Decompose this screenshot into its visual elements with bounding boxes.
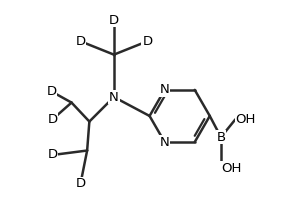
Text: D: D: [75, 35, 86, 48]
Text: D: D: [46, 85, 56, 98]
Text: N: N: [109, 91, 119, 103]
Text: N: N: [160, 136, 170, 149]
Text: D: D: [75, 178, 86, 190]
Text: D: D: [109, 14, 119, 27]
Text: D: D: [48, 113, 58, 126]
Text: N: N: [160, 83, 170, 96]
Text: OH: OH: [235, 113, 256, 126]
Text: D: D: [48, 149, 58, 161]
Text: B: B: [216, 131, 226, 144]
Text: D: D: [142, 35, 152, 48]
Text: OH: OH: [221, 162, 241, 175]
